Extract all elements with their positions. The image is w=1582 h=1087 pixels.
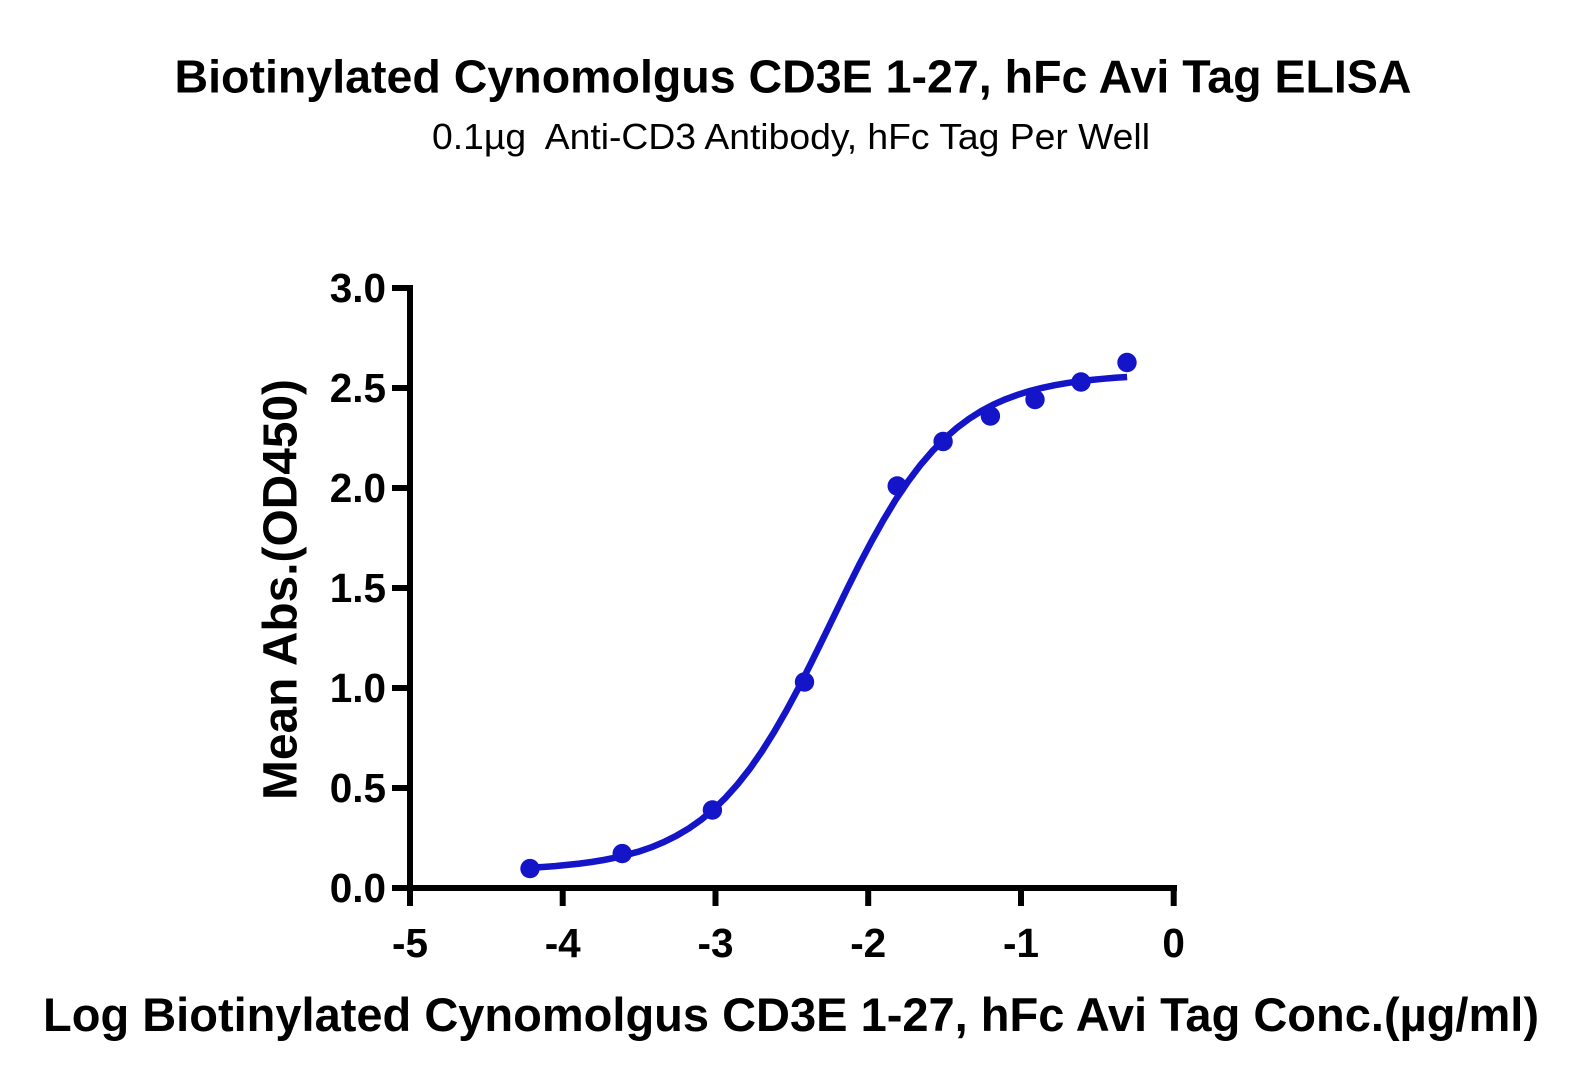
svg-text:0.1µg Anti-CD3 Antibody, hFc: 0.1µg Anti-CD3 Antibody, hFc Tag Per Wel… [432, 116, 1150, 157]
svg-text:-1: -1 [1003, 920, 1039, 966]
svg-text:-4: -4 [545, 920, 581, 966]
svg-text:-3: -3 [697, 920, 733, 966]
svg-text:-5: -5 [392, 920, 428, 966]
svg-text:1.5: 1.5 [330, 565, 386, 611]
svg-text:0.0: 0.0 [330, 865, 386, 911]
svg-text:Log Biotinylated Cynomolgus CD: Log Biotinylated Cynomolgus CD3E 1-27, h… [43, 988, 1539, 1041]
svg-text:3.0: 3.0 [330, 265, 386, 311]
svg-text:0: 0 [1162, 920, 1185, 966]
svg-text:1.0: 1.0 [330, 665, 386, 711]
svg-text:Biotinylated Cynomolgus CD3E 1: Biotinylated Cynomolgus CD3E 1-27, hFc A… [175, 51, 1412, 103]
svg-text:0.5: 0.5 [330, 765, 386, 811]
svg-text:2.5: 2.5 [330, 365, 386, 411]
svg-text:2.0: 2.0 [330, 465, 386, 511]
svg-text:-2: -2 [850, 920, 886, 966]
svg-text:Mean Abs.(OD450): Mean Abs.(OD450) [254, 379, 308, 800]
